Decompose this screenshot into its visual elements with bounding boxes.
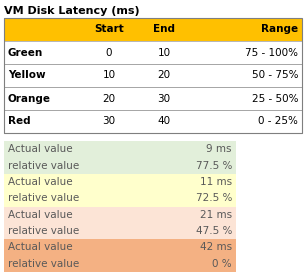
Text: relative value: relative value <box>8 161 79 171</box>
Text: 25 - 50%: 25 - 50% <box>252 94 298 104</box>
Bar <box>4 110 302 133</box>
Text: 30: 30 <box>103 116 116 126</box>
Text: Actual value: Actual value <box>8 210 73 220</box>
Text: Red: Red <box>8 116 30 126</box>
Text: relative value: relative value <box>8 259 79 269</box>
Text: Actual value: Actual value <box>8 144 73 154</box>
Bar <box>4 141 236 157</box>
Text: 0 - 25%: 0 - 25% <box>258 116 298 126</box>
Bar <box>4 87 302 110</box>
Bar <box>4 18 302 133</box>
Bar <box>4 157 236 174</box>
Text: 0: 0 <box>106 47 112 57</box>
Text: Orange: Orange <box>8 94 51 104</box>
Text: 20: 20 <box>103 94 116 104</box>
Bar <box>4 239 236 256</box>
Bar <box>4 41 302 64</box>
Text: Actual value: Actual value <box>8 177 73 187</box>
Text: End: End <box>153 25 175 34</box>
Text: 10: 10 <box>157 47 171 57</box>
Text: 47.5 %: 47.5 % <box>196 226 232 236</box>
Text: 50 - 75%: 50 - 75% <box>252 70 298 81</box>
Text: Actual value: Actual value <box>8 242 73 253</box>
Bar <box>4 18 302 41</box>
Text: 20: 20 <box>157 70 171 81</box>
Text: 21 ms: 21 ms <box>200 210 232 220</box>
Text: 42 ms: 42 ms <box>200 242 232 253</box>
Text: 9 ms: 9 ms <box>206 144 232 154</box>
Text: 75 - 100%: 75 - 100% <box>245 47 298 57</box>
Text: 72.5 %: 72.5 % <box>196 193 232 203</box>
Bar <box>4 206 236 223</box>
Text: 11 ms: 11 ms <box>200 177 232 187</box>
Text: Yellow: Yellow <box>8 70 46 81</box>
Bar <box>4 64 302 87</box>
Text: 10: 10 <box>103 70 116 81</box>
Bar <box>4 174 236 190</box>
Text: Green: Green <box>8 47 43 57</box>
Text: VM Disk Latency (ms): VM Disk Latency (ms) <box>4 6 140 16</box>
Text: relative value: relative value <box>8 193 79 203</box>
Bar <box>4 256 236 272</box>
Bar <box>4 190 236 206</box>
Text: 77.5 %: 77.5 % <box>196 161 232 171</box>
Text: 30: 30 <box>157 94 171 104</box>
Text: 0 %: 0 % <box>213 259 232 269</box>
Bar <box>4 223 236 239</box>
Text: Range: Range <box>261 25 298 34</box>
Text: Start: Start <box>94 25 124 34</box>
Text: relative value: relative value <box>8 226 79 236</box>
Text: 40: 40 <box>157 116 171 126</box>
